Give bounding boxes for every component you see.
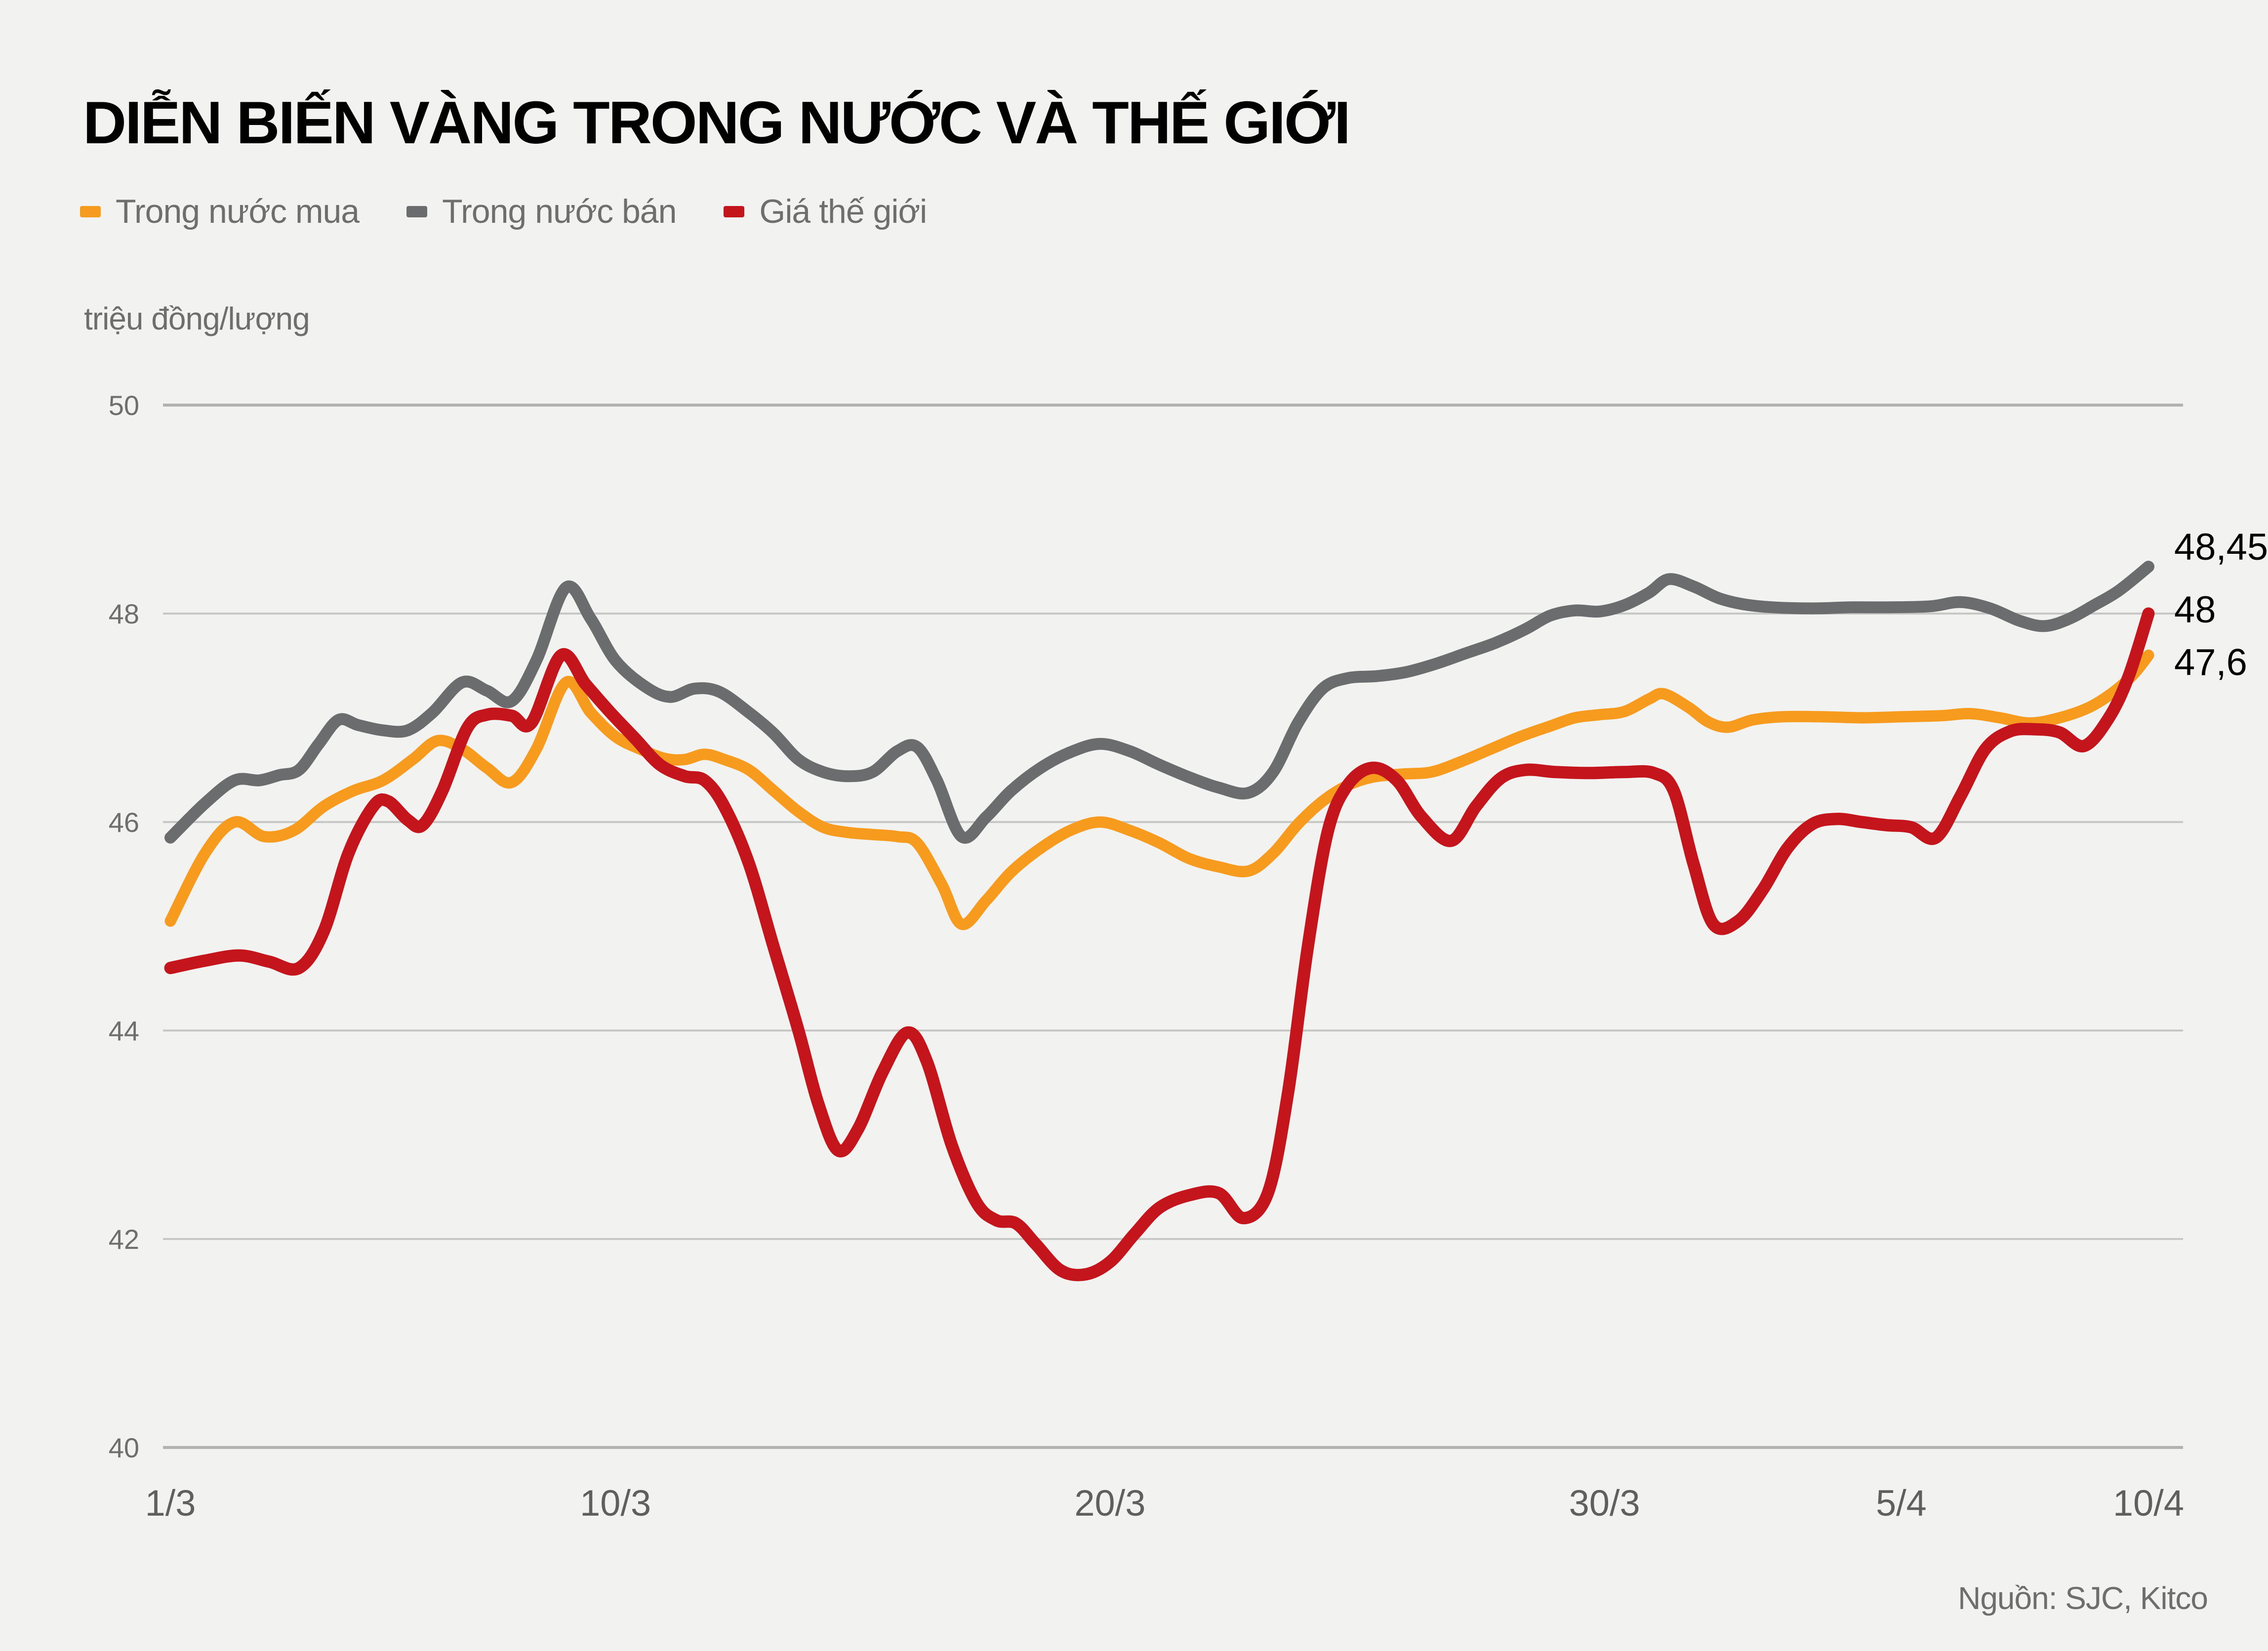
y-tick-40: 40 — [109, 1432, 139, 1463]
series-line-gia-the-gioi — [164, 607, 2155, 1281]
source-note: Nguồn: SJC, Kitco — [1958, 1580, 2208, 1616]
y-axis-unit-label: triệu đồng/lượng — [84, 301, 310, 336]
y-tick-46: 46 — [109, 807, 139, 838]
end-value-label-48-45: 48,45 — [2174, 526, 2268, 568]
y-tick-48: 48 — [109, 598, 139, 629]
x-tick-10-3: 10/3 — [580, 1483, 651, 1524]
end-value-label-47-6: 47,6 — [2174, 641, 2247, 683]
y-tick-50: 50 — [109, 390, 139, 421]
x-tick-30-3: 30/3 — [1569, 1483, 1640, 1524]
legend-item-gia-the-gioi: Giá thế giới — [724, 192, 927, 231]
series-line-trong-nuoc-ban — [164, 561, 2154, 844]
end-value-label-48: 48 — [2174, 589, 2216, 631]
chart-title: DIỄN BIẾN VÀNG TRONG NƯỚC VÀ THẾ GIỚI — [83, 89, 1351, 156]
y-tick-44: 44 — [109, 1015, 139, 1046]
legend-item-trong-nuoc-ban: Trong nước bán — [406, 192, 677, 231]
x-tick-1-3: 1/3 — [145, 1483, 196, 1524]
y-tick-42: 42 — [109, 1224, 139, 1255]
legend-swatch-orange-icon — [80, 206, 101, 217]
x-tick-20-3: 20/3 — [1074, 1483, 1145, 1524]
legend: Trong nước mua Trong nước bán Giá thế gi… — [80, 192, 927, 231]
x-tick-5-4: 5/4 — [1876, 1483, 1927, 1524]
legend-label: Trong nước bán — [442, 193, 677, 230]
series-line-trong-nuoc-mua — [164, 649, 2154, 930]
x-tick-10-4: 10/4 — [2113, 1483, 2184, 1524]
legend-label: Giá thế giới — [759, 193, 927, 230]
legend-item-trong-nuoc-mua: Trong nước mua — [80, 192, 360, 231]
legend-swatch-red-icon — [724, 206, 745, 217]
legend-swatch-gray-icon — [406, 206, 428, 217]
legend-label: Trong nước mua — [116, 193, 360, 230]
